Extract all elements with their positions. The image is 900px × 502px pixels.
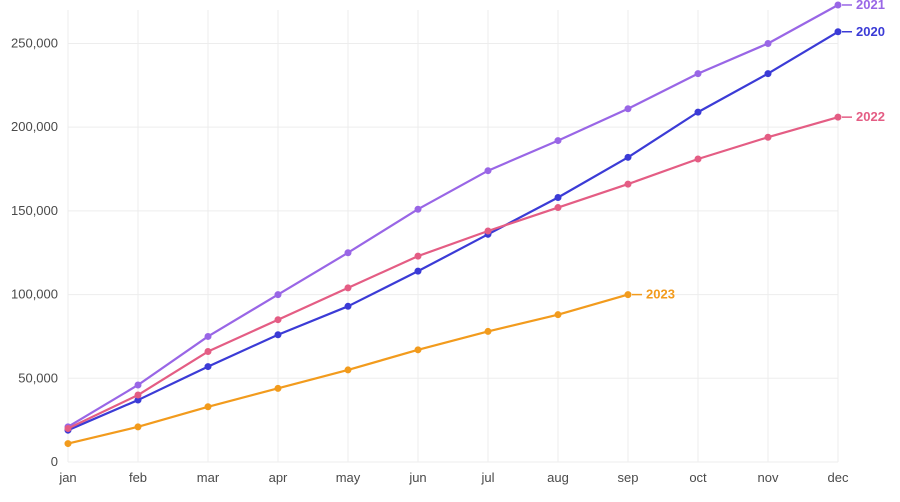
- series-label: 2023: [646, 287, 675, 302]
- series-marker: [135, 424, 141, 430]
- x-tick-label: jan: [58, 470, 76, 485]
- series-marker: [765, 134, 771, 140]
- series-2020: 2020: [65, 24, 885, 433]
- series-label: 2020: [856, 24, 885, 39]
- series-marker: [205, 349, 211, 355]
- series-marker: [485, 328, 491, 334]
- series-marker: [765, 40, 771, 46]
- series-label: 2021: [856, 0, 885, 12]
- series-marker: [345, 285, 351, 291]
- x-tick-label: mar: [197, 470, 220, 485]
- series-line: [68, 32, 838, 430]
- series-marker: [555, 312, 561, 318]
- series-marker: [485, 228, 491, 234]
- x-tick-label: feb: [129, 470, 147, 485]
- y-tick-label: 0: [51, 454, 58, 469]
- y-tick-label: 250,000: [11, 35, 58, 50]
- series-marker: [555, 194, 561, 200]
- x-tick-label: jun: [408, 470, 426, 485]
- series-2023: 2023: [65, 287, 675, 447]
- series-marker: [135, 382, 141, 388]
- series-marker: [415, 206, 421, 212]
- series-marker: [625, 106, 631, 112]
- series-marker: [835, 114, 841, 120]
- x-tick-label: oct: [689, 470, 707, 485]
- series-marker: [485, 168, 491, 174]
- y-tick-label: 150,000: [11, 203, 58, 218]
- x-tick-label: dec: [828, 470, 849, 485]
- series-marker: [275, 317, 281, 323]
- series-marker: [345, 367, 351, 373]
- series-marker: [835, 29, 841, 35]
- series-marker: [275, 292, 281, 298]
- series-marker: [695, 109, 701, 115]
- series-marker: [695, 71, 701, 77]
- series-marker: [625, 292, 631, 298]
- series-marker: [765, 71, 771, 77]
- x-tick-label: sep: [618, 470, 639, 485]
- series-marker: [275, 332, 281, 338]
- series-marker: [205, 404, 211, 410]
- series-marker: [555, 138, 561, 144]
- y-tick-label: 200,000: [11, 119, 58, 134]
- series-marker: [65, 441, 71, 447]
- line-chart: 0 50,000 100,000 150,000 200,000 250,000 jan fe…: [0, 0, 900, 502]
- series-marker: [415, 253, 421, 259]
- y-tick-label: 50,000: [18, 370, 58, 385]
- series-2021: 2021: [65, 0, 885, 430]
- series-marker: [415, 268, 421, 274]
- series-marker: [275, 385, 281, 391]
- series-marker: [65, 426, 71, 432]
- series-marker: [835, 2, 841, 8]
- x-tick-label: jul: [480, 470, 494, 485]
- series-line: [68, 117, 838, 428]
- x-tick-label: nov: [758, 470, 779, 485]
- x-tick-label: apr: [269, 470, 288, 485]
- chart-svg: 0 50,000 100,000 150,000 200,000 250,000 jan fe…: [0, 0, 900, 502]
- series-marker: [695, 156, 701, 162]
- y-tick-label: 100,000: [11, 287, 58, 302]
- series-line: [68, 5, 838, 427]
- x-axis: jan feb mar apr may jun jul aug sep oct nov dec: [58, 10, 849, 485]
- series-label: 2022: [856, 109, 885, 124]
- series-2022: 2022: [65, 109, 885, 431]
- series-marker: [345, 303, 351, 309]
- series-marker: [625, 154, 631, 160]
- series-marker: [205, 333, 211, 339]
- x-tick-label: aug: [547, 470, 569, 485]
- x-tick-label: may: [336, 470, 361, 485]
- series-marker: [415, 347, 421, 353]
- series-marker: [135, 392, 141, 398]
- series-marker: [625, 181, 631, 187]
- series-marker: [555, 205, 561, 211]
- y-axis: 0 50,000 100,000 150,000 200,000 250,000: [11, 35, 838, 469]
- series-marker: [205, 364, 211, 370]
- series-marker: [345, 250, 351, 256]
